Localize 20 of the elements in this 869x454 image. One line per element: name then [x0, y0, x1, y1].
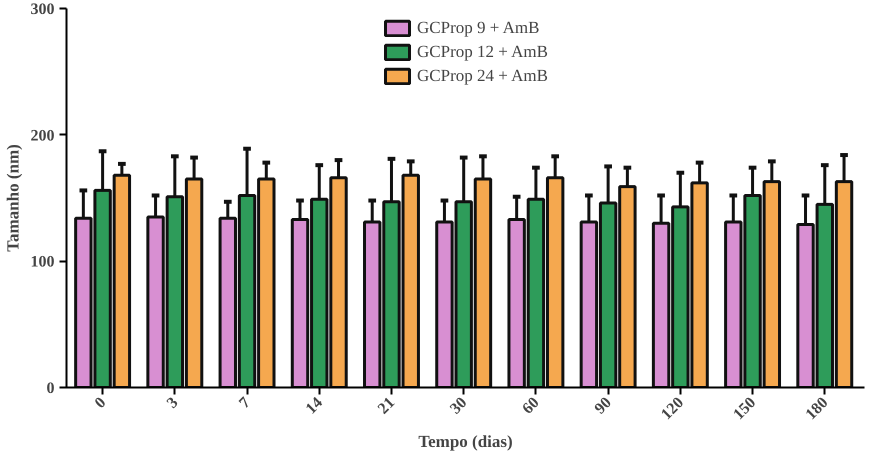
- legend-label: GCProp 12 + AmB: [417, 42, 548, 62]
- x-tick-label: 3: [164, 394, 182, 412]
- y-axis-title: Tamanho (nm): [4, 144, 22, 252]
- x-tick-label: 180: [802, 394, 832, 424]
- legend-label: GCProp 24 + AmB: [417, 66, 548, 86]
- y-tick-label: 300: [30, 1, 54, 18]
- x-tick-label: 60: [519, 394, 543, 418]
- x-tick-label: 21: [374, 394, 398, 418]
- x-axis-title: Tempo (dias): [418, 432, 513, 452]
- x-tick-label: 90: [592, 394, 615, 418]
- y-tick-label: 0: [46, 380, 54, 397]
- x-tick-label: 30: [447, 394, 470, 418]
- y-tick-label: 100: [30, 254, 54, 271]
- y-tick-label: 200: [30, 127, 54, 144]
- x-tick-label: 0: [92, 394, 110, 412]
- x-tick-label: 14: [302, 394, 326, 418]
- x-tick-label: 7: [236, 394, 254, 412]
- x-tick-label: 150: [730, 394, 760, 424]
- legend-label: GCProp 9 + AmB: [417, 18, 540, 38]
- x-tick-label: 120: [658, 394, 688, 424]
